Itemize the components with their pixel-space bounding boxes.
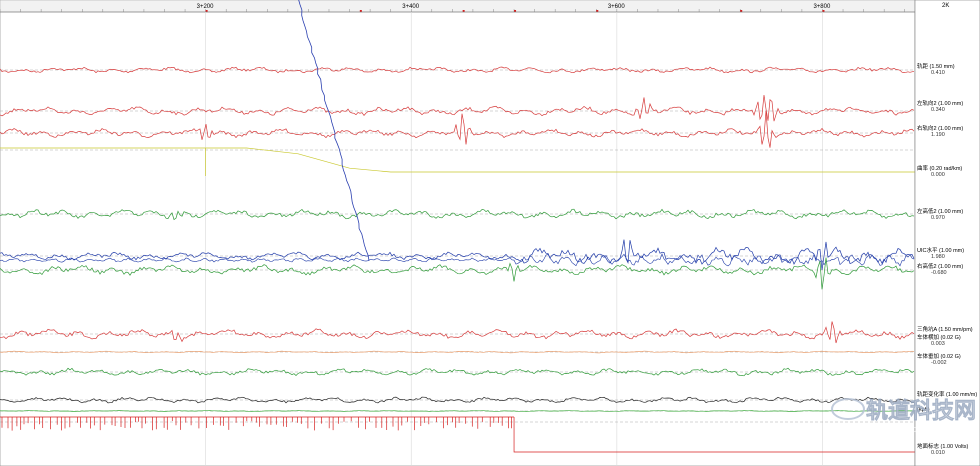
- series-line: [0, 257, 915, 290]
- legend-value: -0.680: [931, 270, 947, 276]
- legend-label: 曲率 (0.20 rad/km): [917, 164, 962, 172]
- series-line: [0, 147, 915, 176]
- top-ruler: [0, 0, 916, 13]
- legend-value: 0.003: [931, 341, 945, 347]
- legend: 轨距 (1.50 mm)0.410 左轨向2 (1.00 mm)0.340 右轨向2…: [917, 62, 977, 456]
- legend-label: 轨距 (1.50 mm): [917, 62, 955, 70]
- series-line: [0, 367, 915, 377]
- series-line-uic-secondary: [0, 253, 915, 267]
- legend-label: 左高低2 (1.00 mm): [917, 207, 963, 215]
- series-line: [0, 321, 915, 344]
- legend-panel: [914, 0, 980, 466]
- watermark-text: 轨道科技网: [866, 398, 976, 424]
- watermark-url: GuiDao123.Com: [874, 427, 926, 434]
- legend-label: 三角坑A (1.50 mm/pm): [917, 325, 973, 333]
- legend-label: 地面标志 (1.00 Volts): [917, 442, 969, 450]
- legend-label: 车体横加 (0.02 G): [917, 333, 961, 341]
- cursor-line[interactable]: [298, 0, 370, 261]
- legend-value: 0.340: [931, 107, 945, 113]
- legend-value: -0.002: [931, 360, 947, 366]
- series-line: [0, 410, 915, 412]
- channel-traces: [0, 66, 915, 453]
- legend-label: UIC水平 (1.00 mm): [917, 246, 964, 254]
- series-line: [0, 239, 915, 271]
- series-line: [0, 66, 915, 74]
- ruler-marker: [462, 10, 465, 12]
- legend-label: (kph): [917, 407, 930, 413]
- watermark-logo-icon: [831, 398, 865, 420]
- corner-label: 2K: [942, 3, 949, 9]
- legend-value: 0.410: [931, 70, 945, 76]
- ruler-marker: [740, 10, 743, 12]
- ruler-marks: [0, 9, 905, 12]
- x-tick-label: 3+400: [402, 4, 420, 10]
- legend-value: 1.190: [931, 132, 945, 138]
- ruler-marker: [822, 10, 825, 12]
- ruler-marker: [514, 10, 517, 12]
- legend-label: 车体垂加 (0.02 G): [917, 352, 961, 360]
- legend-value: 0.010: [931, 450, 945, 456]
- series-line: [0, 416, 915, 453]
- x-ticks: 3+200 3+400 3+600 3+800: [197, 4, 831, 10]
- legend-value: 1.980: [931, 254, 945, 260]
- watermark: 轨道科技网 GuiDao123.Com: [831, 398, 976, 434]
- x-tick-label: 3+200: [197, 4, 215, 10]
- series-line: [0, 110, 915, 148]
- ruler-marker: [205, 10, 208, 12]
- series-line: [0, 350, 915, 354]
- channel-baselines: [0, 69, 915, 423]
- legend-value: 0.970: [931, 215, 945, 221]
- x-tick-label: 3+600: [608, 4, 626, 10]
- ruler-marker: [359, 10, 362, 12]
- legend-label: 轨距变化率 (1.00 mm/m): [917, 390, 977, 398]
- series-line: [0, 94, 915, 122]
- x-tick-label: 3+800: [813, 4, 831, 10]
- legend-label: 右轨向2 (1.00 mm): [917, 124, 963, 132]
- legend-label: 右高低2 (1.00 mm): [917, 262, 963, 270]
- ruler-marker: [596, 10, 599, 12]
- legend-label: 左轨向2 (1.00 mm): [917, 99, 963, 107]
- vertical-gridlines: [205, 12, 823, 466]
- legend-value: 0.000: [931, 172, 945, 178]
- series-line: [0, 208, 915, 221]
- series-line: [0, 396, 915, 404]
